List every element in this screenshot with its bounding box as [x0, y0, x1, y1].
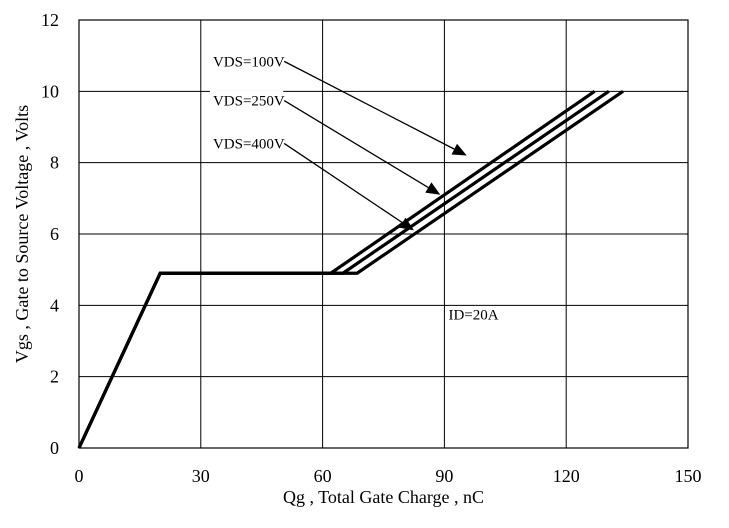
- grid-lines: [79, 20, 688, 448]
- series-line-vds-250v: [77, 90, 610, 449]
- x-tick-label-0: 0: [75, 466, 84, 486]
- y-tick-label-10: 10: [41, 81, 59, 101]
- x-tick-label-120: 120: [553, 466, 580, 486]
- annotation-bg-vds-250v: [209, 90, 284, 111]
- annotations: VDS=100V VDS=250V VDS=400V ID=20A: [209, 51, 499, 324]
- annotation-arrowhead-vds-100v: [451, 143, 467, 156]
- annotation-label-vds-400v: VDS=400V: [213, 136, 285, 152]
- y-tick-label-2: 2: [50, 367, 59, 387]
- y-tick-label-6: 6: [50, 224, 59, 244]
- annotation-arrow-line-vds-400v: [283, 142, 403, 224]
- x-tick-label-30: 30: [192, 466, 210, 486]
- annotation-label-vds-100v: VDS=100V: [213, 54, 285, 70]
- annotation-arrow-line-vds-250v: [283, 100, 429, 189]
- y-axis-label: Vgs , Gate to Source Voltage , Volts: [12, 105, 32, 363]
- plot-area-frame: [78, 19, 689, 449]
- x-tick-label-60: 60: [314, 466, 332, 486]
- y-tick-label-0: 0: [50, 438, 59, 458]
- curves: [77, 90, 624, 449]
- annotation-bg-vds-100v: [209, 51, 284, 72]
- annotation-label-vds-250v: VDS=250V: [213, 94, 285, 110]
- x-tick-label-90: 90: [435, 466, 453, 486]
- series-line-vds-400v: [77, 90, 624, 449]
- annotation-arrowhead-vds-400v: [398, 217, 414, 231]
- series-line-vds-100v: [77, 90, 596, 449]
- annotation-arrow-line-vds-100v: [283, 60, 455, 150]
- annotation-label-id-20a: ID=20A: [448, 308, 498, 324]
- tick-labels: 0 30 60 90 120 150 0 2 4 6 8 10 12: [41, 10, 702, 486]
- y-tick-label-4: 4: [50, 295, 59, 315]
- annotation-arrowhead-vds-250v: [425, 182, 441, 195]
- x-axis-label: Qg , Total Gate Charge , nC: [283, 487, 484, 507]
- y-tick-label-8: 8: [50, 153, 59, 173]
- y-tick-label-12: 12: [41, 10, 59, 30]
- annotation-bg-vds-400v: [209, 133, 284, 154]
- x-tick-label-150: 150: [675, 466, 702, 486]
